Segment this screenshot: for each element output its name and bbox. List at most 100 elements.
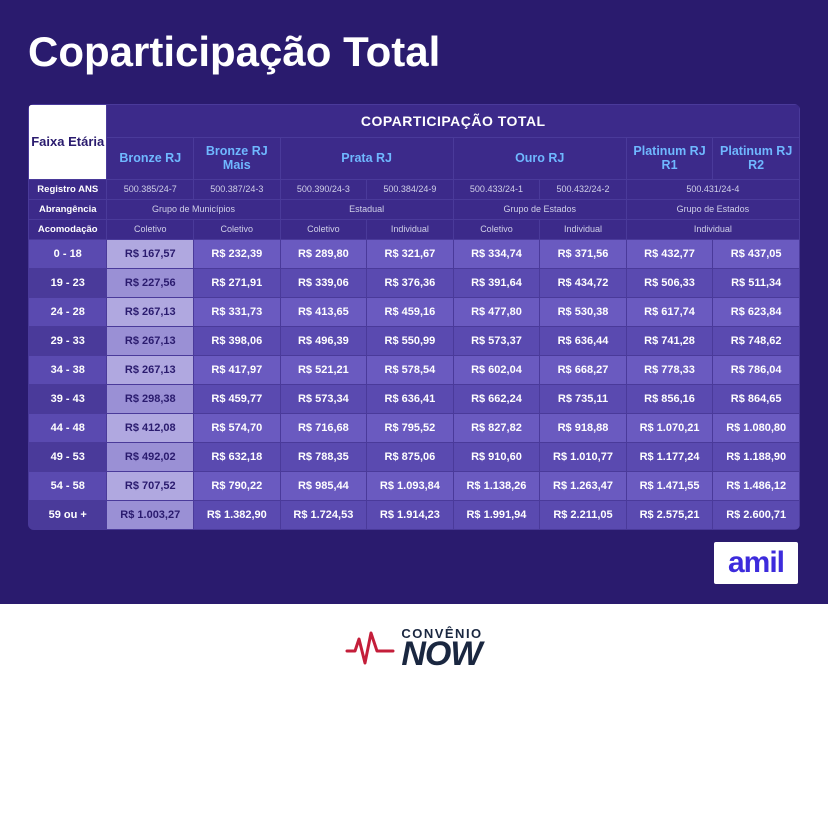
price-cell: R$ 778,33 xyxy=(626,355,713,384)
price-cell: R$ 617,74 xyxy=(626,297,713,326)
age-cell: 34 - 38 xyxy=(29,355,107,384)
price-cell: R$ 790,22 xyxy=(194,471,281,500)
table-row: 19 - 23R$ 227,56R$ 271,91R$ 339,06R$ 376… xyxy=(29,268,800,297)
price-cell: R$ 1.991,94 xyxy=(453,500,540,529)
price-cell: R$ 1.177,24 xyxy=(626,442,713,471)
price-cell: R$ 267,13 xyxy=(107,326,194,355)
price-cell: R$ 496,39 xyxy=(280,326,367,355)
price-cell: R$ 875,06 xyxy=(367,442,454,471)
age-cell: 49 - 53 xyxy=(29,442,107,471)
price-cell: R$ 267,13 xyxy=(107,355,194,384)
acomodacao-val: Coletivo xyxy=(194,219,281,239)
acomodacao-val: Coletivo xyxy=(453,219,540,239)
price-cell: R$ 602,04 xyxy=(453,355,540,384)
now-label: NOW xyxy=(401,639,482,670)
plan-bronze-mais: Bronze RJ Mais xyxy=(194,138,281,180)
price-cell: R$ 477,80 xyxy=(453,297,540,326)
price-cell: R$ 856,16 xyxy=(626,384,713,413)
plan-ouro: Ouro RJ xyxy=(453,138,626,180)
registro-label: Registro ANS xyxy=(29,179,107,199)
price-cell: R$ 331,73 xyxy=(194,297,281,326)
price-cell: R$ 985,44 xyxy=(280,471,367,500)
plan-header-row: Bronze RJ Bronze RJ Mais Prata RJ Ouro R… xyxy=(29,138,800,180)
price-cell: R$ 864,65 xyxy=(713,384,800,413)
header-section: Coparticipação Total Faixa Etária COPART… xyxy=(0,0,828,604)
age-cell: 59 ou + xyxy=(29,500,107,529)
price-body: 0 - 18R$ 167,57R$ 232,39R$ 289,80R$ 321,… xyxy=(29,239,800,529)
price-cell: R$ 1.382,90 xyxy=(194,500,281,529)
price-cell: R$ 1.471,55 xyxy=(626,471,713,500)
price-cell: R$ 391,64 xyxy=(453,268,540,297)
price-cell: R$ 434,72 xyxy=(540,268,627,297)
price-cell: R$ 578,54 xyxy=(367,355,454,384)
age-cell: 44 - 48 xyxy=(29,413,107,442)
price-cell: R$ 321,67 xyxy=(367,239,454,268)
price-cell: R$ 413,65 xyxy=(280,297,367,326)
price-cell: R$ 573,37 xyxy=(453,326,540,355)
convenio-text: CONVÊNIO NOW xyxy=(401,628,482,670)
price-cell: R$ 827,82 xyxy=(453,413,540,442)
acomodacao-label: Acomodação xyxy=(29,219,107,239)
price-cell: R$ 716,68 xyxy=(280,413,367,442)
price-cell: R$ 492,02 xyxy=(107,442,194,471)
price-cell: R$ 437,05 xyxy=(713,239,800,268)
price-cell: R$ 339,06 xyxy=(280,268,367,297)
price-cell: R$ 376,36 xyxy=(367,268,454,297)
abrangencia-label: Abrangência xyxy=(29,199,107,219)
price-cell: R$ 786,04 xyxy=(713,355,800,384)
table-row: 44 - 48R$ 412,08R$ 574,70R$ 716,68R$ 795… xyxy=(29,413,800,442)
price-cell: R$ 334,74 xyxy=(453,239,540,268)
age-cell: 19 - 23 xyxy=(29,268,107,297)
price-cell: R$ 795,52 xyxy=(367,413,454,442)
price-cell: R$ 1.724,53 xyxy=(280,500,367,529)
acomodacao-val: Individual xyxy=(367,219,454,239)
price-cell: R$ 289,80 xyxy=(280,239,367,268)
price-cell: R$ 662,24 xyxy=(453,384,540,413)
price-cell: R$ 1.010,77 xyxy=(540,442,627,471)
plan-platinum-r2: Platinum RJ R2 xyxy=(713,138,800,180)
table-row: 49 - 53R$ 492,02R$ 632,18R$ 788,35R$ 875… xyxy=(29,442,800,471)
table-row: 54 - 58R$ 707,52R$ 790,22R$ 985,44R$ 1.0… xyxy=(29,471,800,500)
price-cell: R$ 1.093,84 xyxy=(367,471,454,500)
table-row: 39 - 43R$ 298,38R$ 459,77R$ 573,34R$ 636… xyxy=(29,384,800,413)
price-cell: R$ 668,27 xyxy=(540,355,627,384)
price-cell: R$ 511,34 xyxy=(713,268,800,297)
price-cell: R$ 459,16 xyxy=(367,297,454,326)
abrangencia-val: Grupo de Municípios xyxy=(107,199,280,219)
registro-val: 500.390/24-3 xyxy=(280,179,367,199)
price-cell: R$ 227,56 xyxy=(107,268,194,297)
price-cell: R$ 371,56 xyxy=(540,239,627,268)
price-cell: R$ 636,44 xyxy=(540,326,627,355)
price-cell: R$ 506,33 xyxy=(626,268,713,297)
table-row: 29 - 33R$ 267,13R$ 398,06R$ 496,39R$ 550… xyxy=(29,326,800,355)
table-supertitle: COPARTICIPAÇÃO TOTAL xyxy=(107,105,800,138)
abrangencia-val: Grupo de Estados xyxy=(626,199,799,219)
price-cell: R$ 632,18 xyxy=(194,442,281,471)
table-row: 0 - 18R$ 167,57R$ 232,39R$ 289,80R$ 321,… xyxy=(29,239,800,268)
price-cell: R$ 623,84 xyxy=(713,297,800,326)
price-cell: R$ 271,91 xyxy=(194,268,281,297)
acomodacao-val: Individual xyxy=(626,219,799,239)
price-cell: R$ 432,77 xyxy=(626,239,713,268)
corner-header: Faixa Etária xyxy=(29,105,107,180)
price-cell: R$ 1.138,26 xyxy=(453,471,540,500)
amil-text: amil xyxy=(728,546,784,579)
price-cell: R$ 741,28 xyxy=(626,326,713,355)
pricing-table: Faixa Etária COPARTICIPAÇÃO TOTAL Bronze… xyxy=(28,104,800,530)
price-cell: R$ 459,77 xyxy=(194,384,281,413)
age-cell: 24 - 28 xyxy=(29,297,107,326)
acomodacao-val: Coletivo xyxy=(107,219,194,239)
plan-prata: Prata RJ xyxy=(280,138,453,180)
age-cell: 39 - 43 xyxy=(29,384,107,413)
price-cell: R$ 167,57 xyxy=(107,239,194,268)
abrangencia-val: Estadual xyxy=(280,199,453,219)
age-cell: 29 - 33 xyxy=(29,326,107,355)
pricing-table-container: Faixa Etária COPARTICIPAÇÃO TOTAL Bronze… xyxy=(28,104,800,530)
price-cell: R$ 298,38 xyxy=(107,384,194,413)
price-cell: R$ 417,97 xyxy=(194,355,281,384)
price-cell: R$ 1.003,27 xyxy=(107,500,194,529)
registro-val: 500.432/24-2 xyxy=(540,179,627,199)
convenio-now-logo: CONVÊNIO NOW xyxy=(345,628,482,670)
price-cell: R$ 550,99 xyxy=(367,326,454,355)
amil-logo: amil xyxy=(714,542,798,584)
